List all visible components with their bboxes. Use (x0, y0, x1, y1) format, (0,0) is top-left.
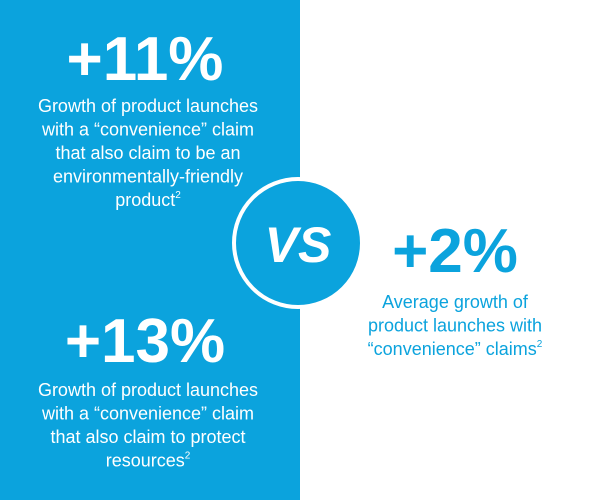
description-line: with a “convenience” claim (41, 120, 254, 140)
line-text: Growth of product launches (38, 380, 258, 400)
footnote-marker: 2 (175, 190, 181, 201)
stat-value: +11% (67, 25, 224, 94)
line-text: product (115, 190, 175, 210)
description-line: Average growth of (382, 292, 529, 312)
description-line: that also claim to protect (50, 427, 245, 447)
vs-circle (232, 177, 364, 309)
line-text: product launches with (368, 316, 542, 336)
line-text: that also claim to be an (55, 143, 240, 163)
line-text: Growth of product launches (38, 96, 258, 116)
description-line: Growth of product launches (38, 380, 258, 400)
line-text: environmentally-friendly (53, 167, 243, 187)
stat-description: Growth of product launches with a “conven… (38, 380, 258, 471)
description-line: resources2 (106, 451, 191, 471)
description-line: product2 (115, 190, 181, 210)
stat-description: Growth of product launches with a “conven… (38, 96, 258, 210)
line-text: resources (106, 451, 185, 471)
stat-description: Average growth of product launches with “c… (368, 292, 543, 359)
stat-value: +2% (392, 217, 518, 286)
footnote-marker: 2 (185, 451, 191, 462)
description-line: product launches with (368, 316, 542, 336)
description-line: “convenience” claims2 (368, 339, 543, 359)
description-line: with a “convenience” claim (41, 404, 254, 424)
line-text: with a “convenience” claim (41, 120, 254, 140)
description-line: that also claim to be an (55, 143, 240, 163)
description-line: Growth of product launches (38, 96, 258, 116)
stat-value: +13% (65, 307, 225, 376)
description-line: environmentally-friendly (53, 167, 243, 187)
line-text: Average growth of (382, 292, 529, 312)
line-text: that also claim to protect (50, 427, 245, 447)
line-text: with a “convenience” claim (41, 404, 254, 424)
footnote-marker: 2 (537, 339, 543, 350)
vs-label: VS (265, 217, 332, 273)
line-text: “convenience” claims (368, 339, 537, 359)
